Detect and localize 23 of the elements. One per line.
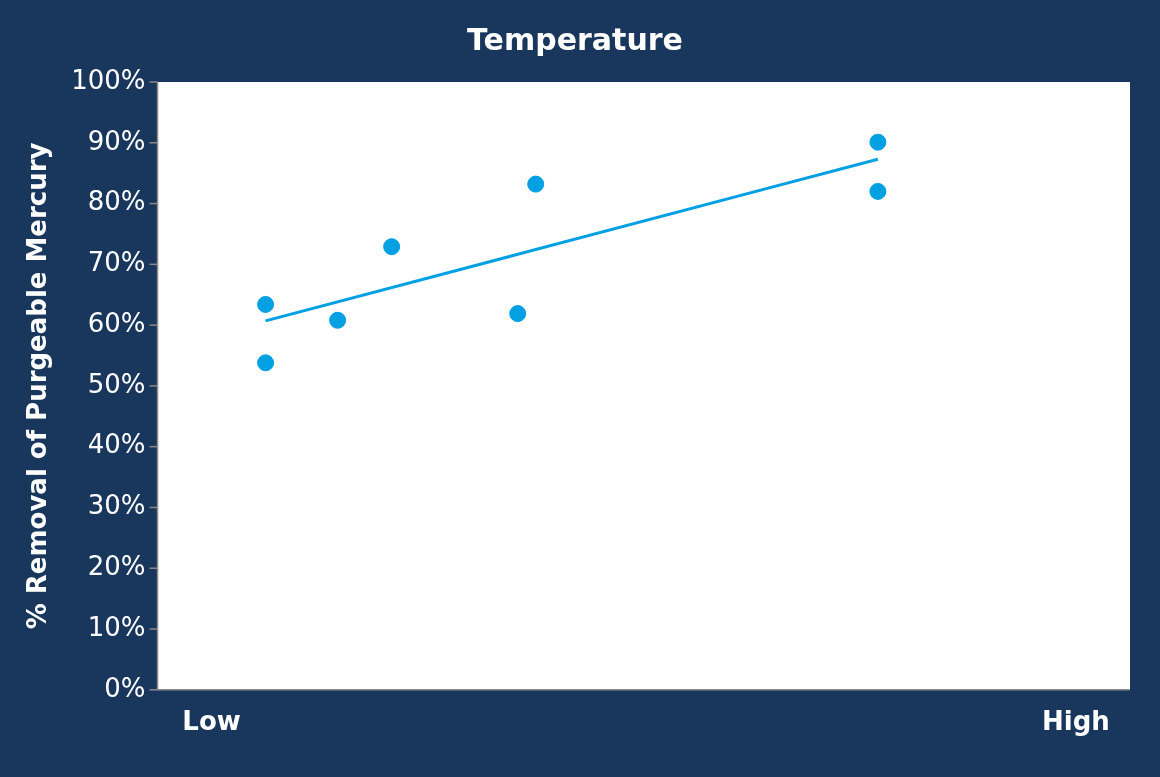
y-tick-label: 20% <box>87 550 146 581</box>
y-tick-label: 0% <box>104 672 146 703</box>
x-tick-label: High <box>1042 706 1110 737</box>
point <box>509 305 527 323</box>
y-tick-label: 10% <box>87 611 146 642</box>
y-tick-label: 50% <box>87 368 146 399</box>
y-tick-label: 100% <box>71 64 146 95</box>
y-tick-label: 30% <box>87 490 146 521</box>
point <box>869 133 887 151</box>
chart-title: Temperature <box>467 21 683 57</box>
point <box>329 311 347 329</box>
y-tick-label: 60% <box>87 307 146 338</box>
point <box>257 295 275 313</box>
y-tick-label: 70% <box>87 247 146 278</box>
y-axis-title: % Removal of Purgeable Mercury <box>22 142 53 630</box>
x-tick-label: Low <box>182 706 241 737</box>
point <box>257 354 275 372</box>
y-tick-label: 40% <box>87 429 146 460</box>
y-tick-label: 80% <box>87 186 146 217</box>
point <box>869 182 887 200</box>
point <box>383 238 401 256</box>
y-tick-label: 90% <box>87 125 146 156</box>
point <box>527 175 545 193</box>
